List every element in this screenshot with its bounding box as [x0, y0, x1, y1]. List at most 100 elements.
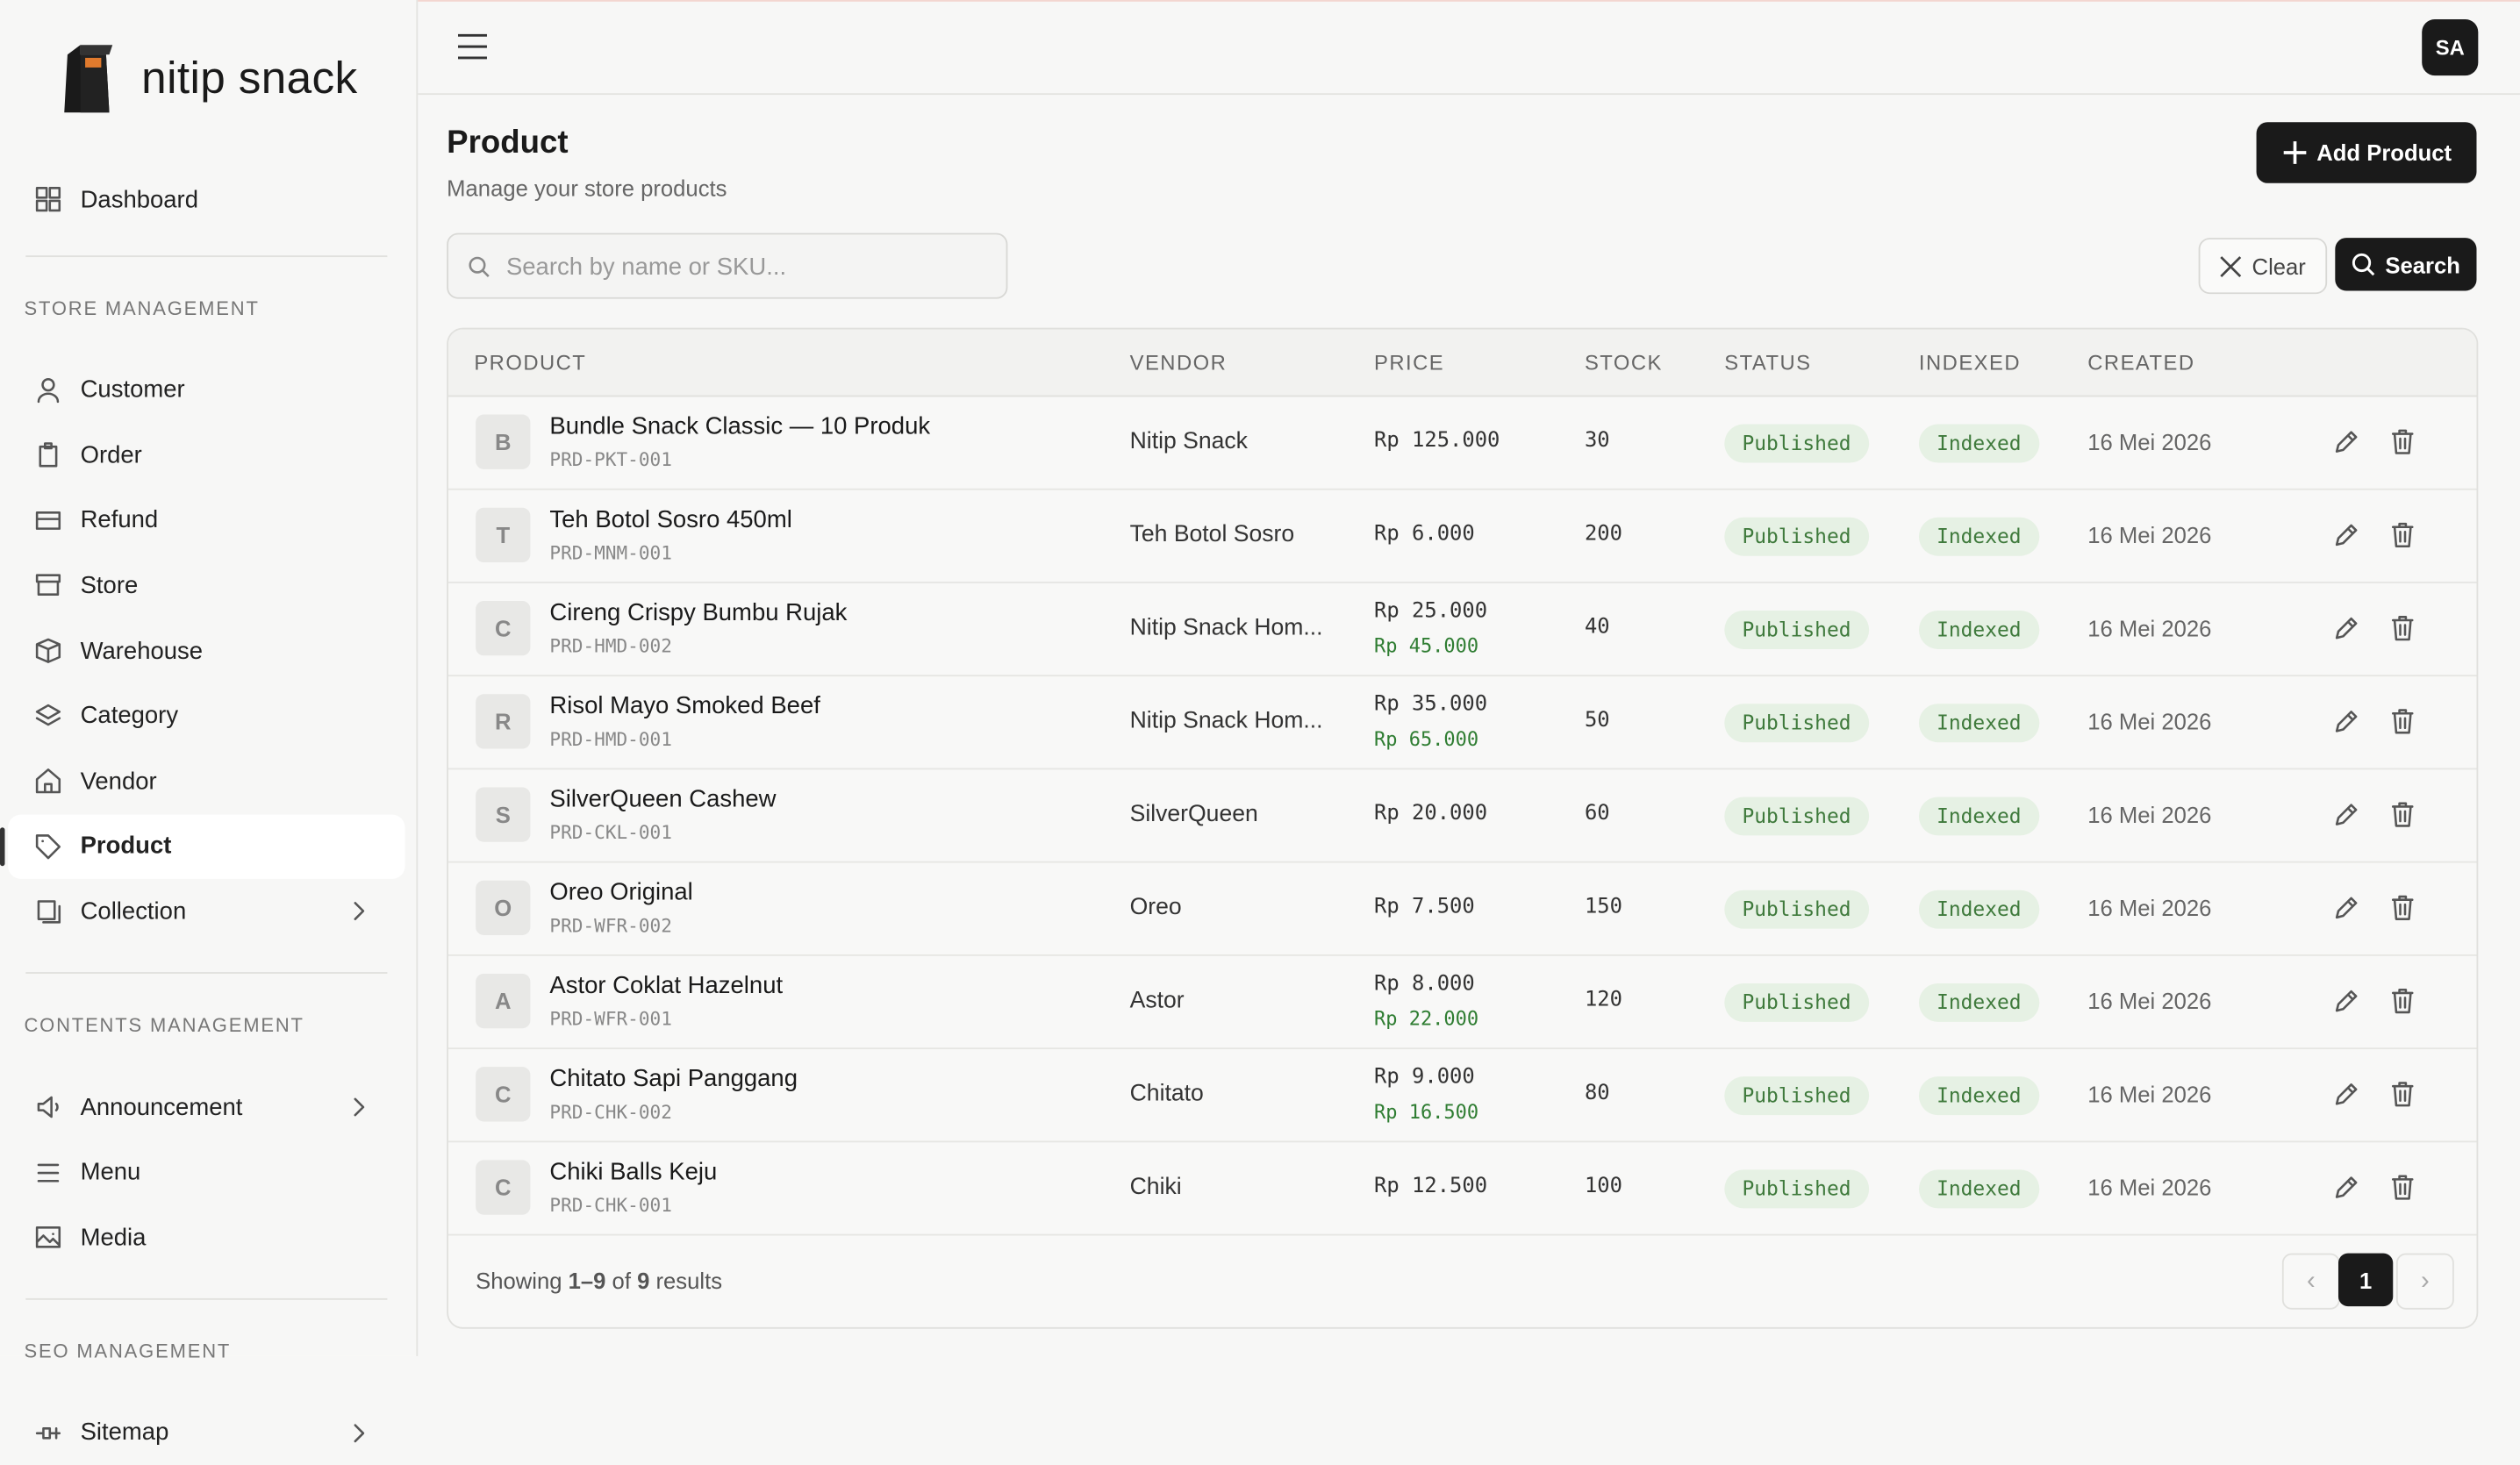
- menu-toggle[interactable]: [456, 32, 489, 61]
- icon: [2391, 1175, 2414, 1200]
- product-name: Risol Mayo Smoked Beef: [549, 692, 820, 720]
- nav-item[interactable]: Media: [8, 1205, 404, 1269]
- product-sku: PRD-CHK-001: [549, 1193, 672, 1217]
- vendor: Nitip Snack: [1129, 429, 1248, 455]
- vendor: SilverQueen: [1129, 801, 1258, 828]
- table-row[interactable]: C Chitato Sapi Panggang PRD-CHK-002 Chitato…: [448, 1049, 2477, 1143]
- add-button[interactable]: Add Product: [2256, 122, 2477, 183]
- section-title: STORE MANAGEMENT: [24, 297, 260, 319]
- edit-button[interactable]: [2332, 520, 2361, 557]
- price: Rp 35.000: [1374, 692, 1488, 717]
- logo-text: nitip snack: [141, 53, 358, 104]
- delete-button[interactable]: [2388, 707, 2417, 744]
- icon: [2335, 990, 2358, 1012]
- delete-button[interactable]: [2388, 1080, 2417, 1117]
- icon: [354, 1423, 365, 1442]
- nav-item[interactable]: Collection: [8, 880, 404, 944]
- table-row[interactable]: B Bundle Snack Classic — 10 Produk PRD-PKT…: [448, 397, 2477, 490]
- nav-label: Menu: [80, 1158, 141, 1186]
- delete-button[interactable]: [2388, 987, 2417, 1024]
- icon: [354, 902, 365, 921]
- search-input[interactable]: [503, 234, 992, 301]
- second-price: Rp 65.000: [1374, 727, 1479, 751]
- delete-button[interactable]: [2388, 1173, 2417, 1210]
- status-badge: Published: [1724, 611, 1869, 649]
- nav-item[interactable]: Vendor: [8, 749, 404, 813]
- product-initial: T: [476, 507, 531, 563]
- status-badge: Published: [1724, 424, 1869, 463]
- product-table: PRODUCT VENDOR PRICE STOCK STATUS INDEXED CREA…: [447, 327, 2479, 1329]
- nav-item[interactable]: Store: [8, 554, 404, 618]
- icon: [35, 833, 61, 859]
- icon: [2391, 429, 2414, 454]
- logo-icon: [64, 45, 113, 113]
- second-price: Rp 22.000: [1374, 1007, 1479, 1031]
- nav-item[interactable]: Menu: [8, 1140, 404, 1204]
- created-date: 16 Mei 2026: [2087, 801, 2212, 828]
- search-button[interactable]: Search: [2335, 238, 2477, 291]
- nav-item[interactable]: Sitemap: [8, 1401, 404, 1465]
- table-row[interactable]: A Astor Coklat Hazelnut PRD-WFR-001 Astor Rp…: [448, 956, 2477, 1050]
- edit-button[interactable]: [2332, 987, 2361, 1024]
- x-icon: [2220, 255, 2242, 277]
- nav-item[interactable]: Category: [8, 684, 404, 748]
- table-header: PRODUCT VENDOR PRICE STOCK STATUS INDEXED CREA…: [448, 329, 2477, 397]
- nav-item[interactable]: Dashboard: [8, 167, 404, 231]
- nav-item[interactable]: Order: [8, 423, 404, 487]
- column-header: CREATED: [2087, 350, 2195, 375]
- clear-button[interactable]: Clear: [2198, 238, 2328, 295]
- created-date: 16 Mei 2026: [2087, 429, 2212, 455]
- status-badge: Published: [1724, 983, 1869, 1022]
- edit-button[interactable]: [2332, 1080, 2361, 1117]
- edit-button[interactable]: [2332, 1173, 2361, 1210]
- delete-button[interactable]: [2388, 893, 2417, 930]
- icon: [2391, 802, 2414, 827]
- search-icon: [2352, 253, 2375, 276]
- section-title: CONTENTS MANAGEMENT: [24, 1013, 304, 1037]
- product-name: Chitato Sapi Panggang: [549, 1065, 798, 1093]
- section-title: SEO MANAGEMENT: [24, 1340, 232, 1362]
- table-row[interactable]: R Risol Mayo Smoked Beef PRD-HMD-001 Nitip …: [448, 676, 2477, 770]
- delete-button[interactable]: [2388, 614, 2417, 651]
- icon: [35, 187, 61, 212]
- created-date: 16 Mei 2026: [2087, 988, 2212, 1014]
- delete-button[interactable]: [2388, 800, 2417, 837]
- nav-item[interactable]: Refund: [8, 488, 404, 552]
- nav-item[interactable]: Announcement: [8, 1075, 404, 1139]
- table-row[interactable]: C Cireng Crispy Bumbu Rujak PRD-HMD-002 Nit…: [448, 583, 2477, 677]
- search-icon: [469, 256, 490, 277]
- vendor: Chitato: [1129, 1081, 1204, 1107]
- edit-button[interactable]: [2332, 427, 2361, 464]
- nav-label: Store: [80, 571, 139, 599]
- search-box: [447, 232, 1008, 301]
- edit-button[interactable]: [2332, 800, 2361, 837]
- edit-button[interactable]: [2332, 707, 2361, 744]
- product-initial: R: [476, 694, 531, 749]
- table-row[interactable]: O Oreo Original PRD-WFR-002 Oreo Rp 7.500 150…: [448, 863, 2477, 956]
- delete-button[interactable]: [2388, 520, 2417, 557]
- nav-label: Warehouse: [80, 637, 204, 665]
- edit-button[interactable]: [2332, 893, 2361, 930]
- nav-label: Customer: [80, 375, 185, 404]
- edit-button[interactable]: [2332, 614, 2361, 651]
- nav-item[interactable]: Product: [0, 814, 405, 879]
- product-initial: C: [476, 1160, 531, 1215]
- product-initial: O: [476, 880, 531, 935]
- nav-item[interactable]: Customer: [8, 358, 404, 422]
- product-sku: PRD-PKT-001: [549, 448, 672, 471]
- avatar[interactable]: SA: [2422, 18, 2479, 76]
- next-page[interactable]: ›: [2395, 1253, 2454, 1310]
- column-header: VENDOR: [1129, 350, 1228, 375]
- table-row[interactable]: T Teh Botol Sosro 450ml PRD-MNM-001 Teh Bot…: [448, 490, 2477, 583]
- vendor: Nitip Snack Hom...: [1129, 708, 1323, 735]
- page-button[interactable]: 1: [2337, 1253, 2394, 1307]
- nav-item[interactable]: Warehouse: [8, 618, 404, 682]
- created-date: 16 Mei 2026: [2087, 708, 2212, 735]
- table-row[interactable]: C Chiki Balls Keju PRD-CHK-001 Chiki Rp 12.5…: [448, 1142, 2477, 1236]
- prev-page[interactable]: ‹: [2281, 1253, 2340, 1310]
- table-row[interactable]: S SilverQueen Cashew PRD-CKL-001 SilverQuee…: [448, 769, 2477, 863]
- created-date: 16 Mei 2026: [2087, 895, 2212, 921]
- product-initial: S: [476, 787, 531, 842]
- column-header: STOCK: [1584, 350, 1663, 375]
- delete-button[interactable]: [2388, 427, 2417, 464]
